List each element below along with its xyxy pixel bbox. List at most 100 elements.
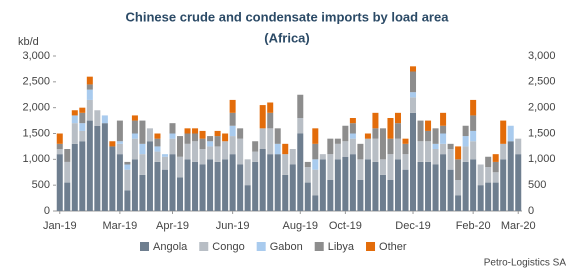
bar-segment	[56, 149, 63, 155]
bar-segment	[440, 125, 447, 134]
bar-segment	[304, 182, 311, 211]
bar-segment	[342, 141, 349, 157]
bar-segment	[146, 128, 153, 142]
bar-segment	[349, 123, 356, 134]
bar-segment	[169, 154, 176, 211]
x-tick-label: Oct-19	[329, 220, 362, 232]
bar-segment	[207, 159, 214, 211]
bar-segment	[515, 138, 522, 155]
bar-segment	[199, 130, 206, 139]
bar-segment	[214, 130, 221, 137]
y-tick-label: 0	[44, 205, 50, 217]
y2-tick-label: 2,000	[528, 102, 556, 114]
bar-segment	[267, 128, 274, 155]
y2-tick-label: 1,500	[528, 127, 556, 139]
bar-segment	[402, 154, 409, 170]
bar-segment	[410, 92, 417, 98]
bar-segment	[477, 185, 484, 211]
bar-segment	[94, 125, 101, 211]
bar-segment	[349, 118, 356, 124]
bar-segment	[500, 143, 507, 160]
bar-segment	[146, 141, 153, 211]
bar-segment	[79, 107, 86, 113]
bar-segment	[259, 105, 266, 129]
bar-segment	[252, 161, 259, 211]
bar-segment	[432, 128, 439, 144]
bar-segment	[252, 141, 259, 152]
x-tick-label: Apr-19	[156, 220, 189, 232]
bar-segment	[192, 141, 199, 162]
bar-segment	[327, 180, 334, 211]
bar-segment	[192, 133, 199, 142]
bar-segment	[192, 161, 199, 211]
bar-segment	[131, 138, 138, 160]
bar-segment	[372, 112, 379, 129]
y-tick-label: 500	[32, 179, 50, 191]
bar-segment	[124, 169, 131, 191]
bar-segment	[372, 138, 379, 162]
bar-segment	[131, 115, 138, 121]
bar-segment	[169, 138, 176, 155]
x-tick-label: Dec-19	[395, 220, 430, 232]
bar-segment	[342, 125, 349, 142]
bar-segment	[139, 154, 146, 175]
bar-segment	[237, 128, 244, 139]
legend-label: Gabon	[270, 241, 303, 253]
bar-segment	[222, 159, 229, 211]
bar-segment	[252, 151, 259, 162]
bar-segment	[470, 99, 477, 116]
bar-segment	[410, 71, 417, 93]
bar-segment	[500, 159, 507, 211]
bar-segment	[161, 156, 168, 170]
bar-segment	[440, 112, 447, 126]
bar-segment	[379, 159, 386, 175]
bar-segment	[387, 138, 394, 155]
bar-segment	[177, 136, 184, 157]
bar-segment	[485, 167, 492, 183]
bar-segment	[139, 120, 146, 144]
bar-segment	[394, 138, 401, 160]
bar-segment	[154, 138, 161, 147]
x-tick-label: Jan-19	[43, 220, 77, 232]
bar-segment	[500, 120, 507, 144]
bar-segment	[56, 143, 63, 149]
x-tick-label: Mar-19	[102, 220, 137, 232]
bar-segment	[357, 180, 364, 211]
bar-segment	[410, 97, 417, 113]
bar-segment	[357, 143, 364, 160]
bar-segment	[432, 143, 439, 149]
bar-segment	[101, 115, 108, 124]
bar-segment	[327, 154, 334, 180]
bar-segment	[349, 138, 356, 155]
bar-segment	[154, 133, 161, 139]
y-tick-label: 1,500	[22, 127, 50, 139]
bar-segment	[109, 146, 116, 211]
legend-label: Angola	[153, 241, 188, 253]
bar-segment	[470, 130, 477, 142]
bar-segment	[184, 133, 191, 144]
bar-segment	[312, 128, 319, 144]
bar-segment	[237, 138, 244, 165]
legend-label: Other	[379, 241, 407, 253]
bar-segment	[417, 120, 424, 142]
bar-segment	[229, 154, 236, 211]
bar-segment	[379, 174, 386, 211]
bar-segment	[455, 159, 462, 180]
bar-segment	[394, 112, 401, 124]
bar-segment	[387, 154, 394, 180]
bar-segment	[492, 154, 499, 162]
bar-segment	[229, 136, 236, 155]
bar-segment	[470, 159, 477, 211]
bar-segment	[169, 123, 176, 134]
bar-segment	[507, 125, 514, 142]
y-tick-label: 2,000	[22, 102, 50, 114]
legend-swatch	[140, 242, 149, 251]
bar-segment	[124, 161, 131, 165]
bar-segment	[447, 169, 454, 211]
bar-segment	[86, 120, 93, 211]
bar-segment	[327, 138, 334, 155]
bar-segment	[477, 164, 484, 186]
bar-segment	[515, 154, 522, 211]
bar-segment	[154, 151, 161, 162]
